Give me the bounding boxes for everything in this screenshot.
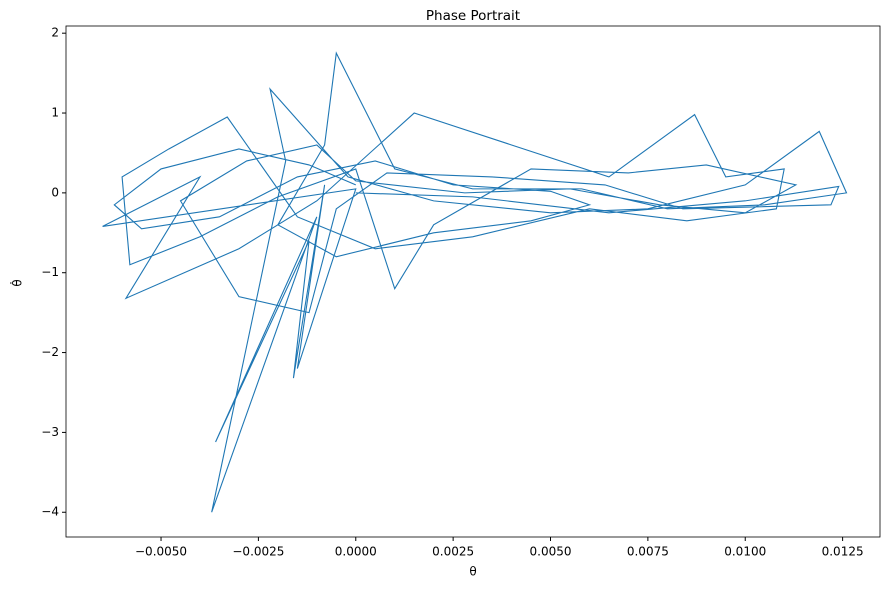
plot-frame bbox=[65, 25, 881, 538]
line bbox=[102, 51, 848, 513]
y-tick-label: 1 bbox=[51, 106, 59, 120]
y-tick-label: −2 bbox=[41, 345, 59, 359]
y-tick-label: −4 bbox=[41, 505, 59, 519]
y-tick-label: −1 bbox=[41, 265, 59, 279]
x-tick-label: −0.0050 bbox=[135, 545, 187, 559]
x-tick-label: 0.0075 bbox=[627, 545, 669, 559]
x-tick-label: 0.0050 bbox=[530, 545, 572, 559]
y-axis-label: θ̇ bbox=[9, 279, 24, 286]
x-tick-label: −0.0025 bbox=[232, 545, 284, 559]
y-tick-label: 2 bbox=[51, 26, 59, 40]
x-tick-label: 0.0100 bbox=[724, 545, 766, 559]
x-axis-label: θ bbox=[469, 565, 476, 579]
x-tick-label: 0.0025 bbox=[432, 545, 474, 559]
x-tick-label: 0.0125 bbox=[822, 545, 864, 559]
chart-title: Phase Portrait bbox=[426, 8, 520, 24]
y-tick-label: 0 bbox=[51, 185, 59, 199]
x-tick-label: 0.0000 bbox=[335, 545, 377, 559]
y-tick-label: −3 bbox=[41, 425, 59, 439]
